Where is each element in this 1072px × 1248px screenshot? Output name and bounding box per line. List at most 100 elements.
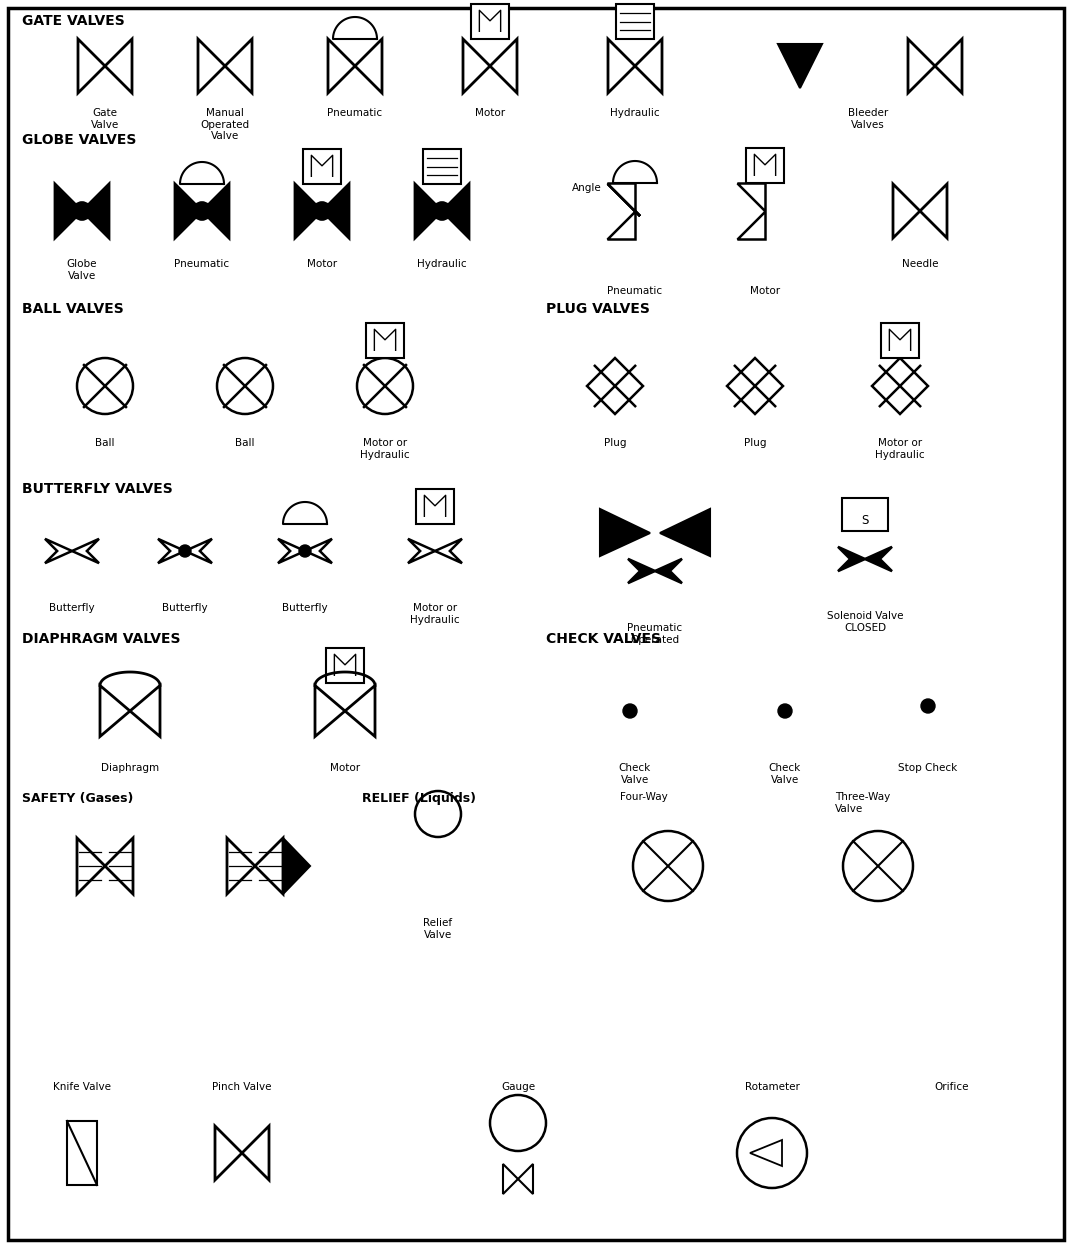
Polygon shape: [227, 837, 255, 894]
Bar: [416, 489, 455, 524]
Bar: [746, 149, 784, 183]
Text: BALL VALVES: BALL VALVES: [23, 302, 123, 316]
Polygon shape: [908, 39, 935, 94]
Polygon shape: [435, 539, 462, 563]
Polygon shape: [158, 539, 185, 563]
Bar: [423, 149, 461, 183]
Polygon shape: [727, 358, 783, 414]
Polygon shape: [628, 559, 655, 583]
Polygon shape: [408, 539, 435, 563]
Text: DIAPHRAGM VALVES: DIAPHRAGM VALVES: [23, 631, 180, 646]
Text: Globe
Valve: Globe Valve: [66, 260, 98, 281]
Text: Butterfly: Butterfly: [282, 603, 328, 613]
Text: Ball: Ball: [95, 438, 115, 448]
Text: PLUG VALVES: PLUG VALVES: [546, 302, 650, 316]
Polygon shape: [105, 837, 133, 894]
Circle shape: [77, 358, 133, 414]
Polygon shape: [736, 183, 765, 211]
Text: Solenoid Valve
CLOSED: Solenoid Valve CLOSED: [827, 612, 904, 633]
Circle shape: [433, 202, 451, 220]
Polygon shape: [255, 837, 283, 894]
Text: CHECK VALVES: CHECK VALVES: [546, 631, 661, 646]
Circle shape: [357, 358, 413, 414]
Polygon shape: [185, 539, 212, 563]
Text: Plug: Plug: [744, 438, 766, 448]
Polygon shape: [736, 211, 765, 240]
Polygon shape: [935, 39, 962, 94]
Text: S: S: [861, 513, 868, 527]
Text: Ball: Ball: [235, 438, 255, 448]
Text: SAFETY (Gases): SAFETY (Gases): [23, 792, 133, 805]
Text: Diaphragm: Diaphragm: [101, 763, 159, 773]
Text: Pinch Valve: Pinch Valve: [212, 1082, 271, 1092]
Circle shape: [179, 545, 191, 557]
Polygon shape: [78, 39, 105, 94]
Polygon shape: [865, 547, 892, 572]
Polygon shape: [463, 39, 490, 94]
Polygon shape: [225, 39, 252, 94]
Polygon shape: [635, 39, 662, 94]
Bar: [842, 498, 888, 530]
Polygon shape: [607, 211, 635, 240]
Bar: [616, 4, 654, 39]
Polygon shape: [872, 358, 928, 414]
Bar: [326, 648, 364, 683]
Polygon shape: [242, 1126, 269, 1181]
Text: Stop Check: Stop Check: [898, 763, 957, 773]
Circle shape: [193, 202, 211, 220]
Text: Motor: Motor: [475, 109, 505, 119]
Bar: [471, 4, 509, 39]
Polygon shape: [100, 685, 130, 736]
Polygon shape: [45, 539, 72, 563]
Text: Pneumatic: Pneumatic: [327, 109, 383, 119]
Text: BUTTERFLY VALVES: BUTTERFLY VALVES: [23, 482, 173, 495]
Text: Butterfly: Butterfly: [162, 603, 208, 613]
Bar: [303, 149, 341, 183]
Polygon shape: [600, 509, 650, 557]
Polygon shape: [283, 837, 310, 894]
Polygon shape: [175, 183, 202, 238]
Text: Orifice: Orifice: [935, 1082, 969, 1092]
Polygon shape: [490, 39, 517, 94]
Text: Pneumatic: Pneumatic: [175, 260, 229, 270]
Circle shape: [736, 1118, 807, 1188]
Circle shape: [921, 699, 935, 713]
Circle shape: [415, 791, 461, 837]
Polygon shape: [355, 39, 382, 94]
Text: Motor or
Hydraulic: Motor or Hydraulic: [411, 603, 460, 624]
Polygon shape: [72, 539, 99, 563]
Polygon shape: [215, 1126, 242, 1181]
Text: Butterfly: Butterfly: [49, 603, 94, 613]
Polygon shape: [55, 183, 81, 238]
Text: Motor: Motor: [330, 763, 360, 773]
Text: Rotameter: Rotameter: [745, 1082, 800, 1092]
Text: Four-Way: Four-Way: [620, 792, 668, 802]
Bar: [366, 323, 404, 358]
Polygon shape: [607, 183, 635, 211]
Circle shape: [623, 704, 637, 718]
Polygon shape: [105, 39, 132, 94]
Bar: [66, 1121, 96, 1186]
Polygon shape: [198, 39, 225, 94]
Text: Pneumatic
Operated: Pneumatic Operated: [627, 623, 683, 645]
Polygon shape: [202, 183, 229, 238]
Text: Hydraulic: Hydraulic: [417, 260, 466, 270]
Text: Motor: Motor: [750, 286, 780, 296]
Text: Relief
Valve: Relief Valve: [423, 919, 452, 940]
Text: Pneumatic: Pneumatic: [608, 286, 662, 296]
Polygon shape: [920, 183, 947, 238]
Text: Needle: Needle: [902, 260, 938, 270]
Polygon shape: [322, 183, 349, 238]
Polygon shape: [608, 39, 635, 94]
Text: Three-Way
Valve: Three-Way Valve: [835, 792, 890, 814]
Circle shape: [843, 831, 913, 901]
Circle shape: [73, 202, 91, 220]
Polygon shape: [315, 685, 345, 736]
Text: Gauge: Gauge: [501, 1082, 535, 1092]
Polygon shape: [130, 685, 160, 736]
Polygon shape: [608, 183, 640, 216]
Polygon shape: [442, 183, 468, 238]
Text: Plug: Plug: [604, 438, 626, 448]
Polygon shape: [295, 183, 322, 238]
Text: Gate
Valve: Gate Valve: [91, 109, 119, 130]
